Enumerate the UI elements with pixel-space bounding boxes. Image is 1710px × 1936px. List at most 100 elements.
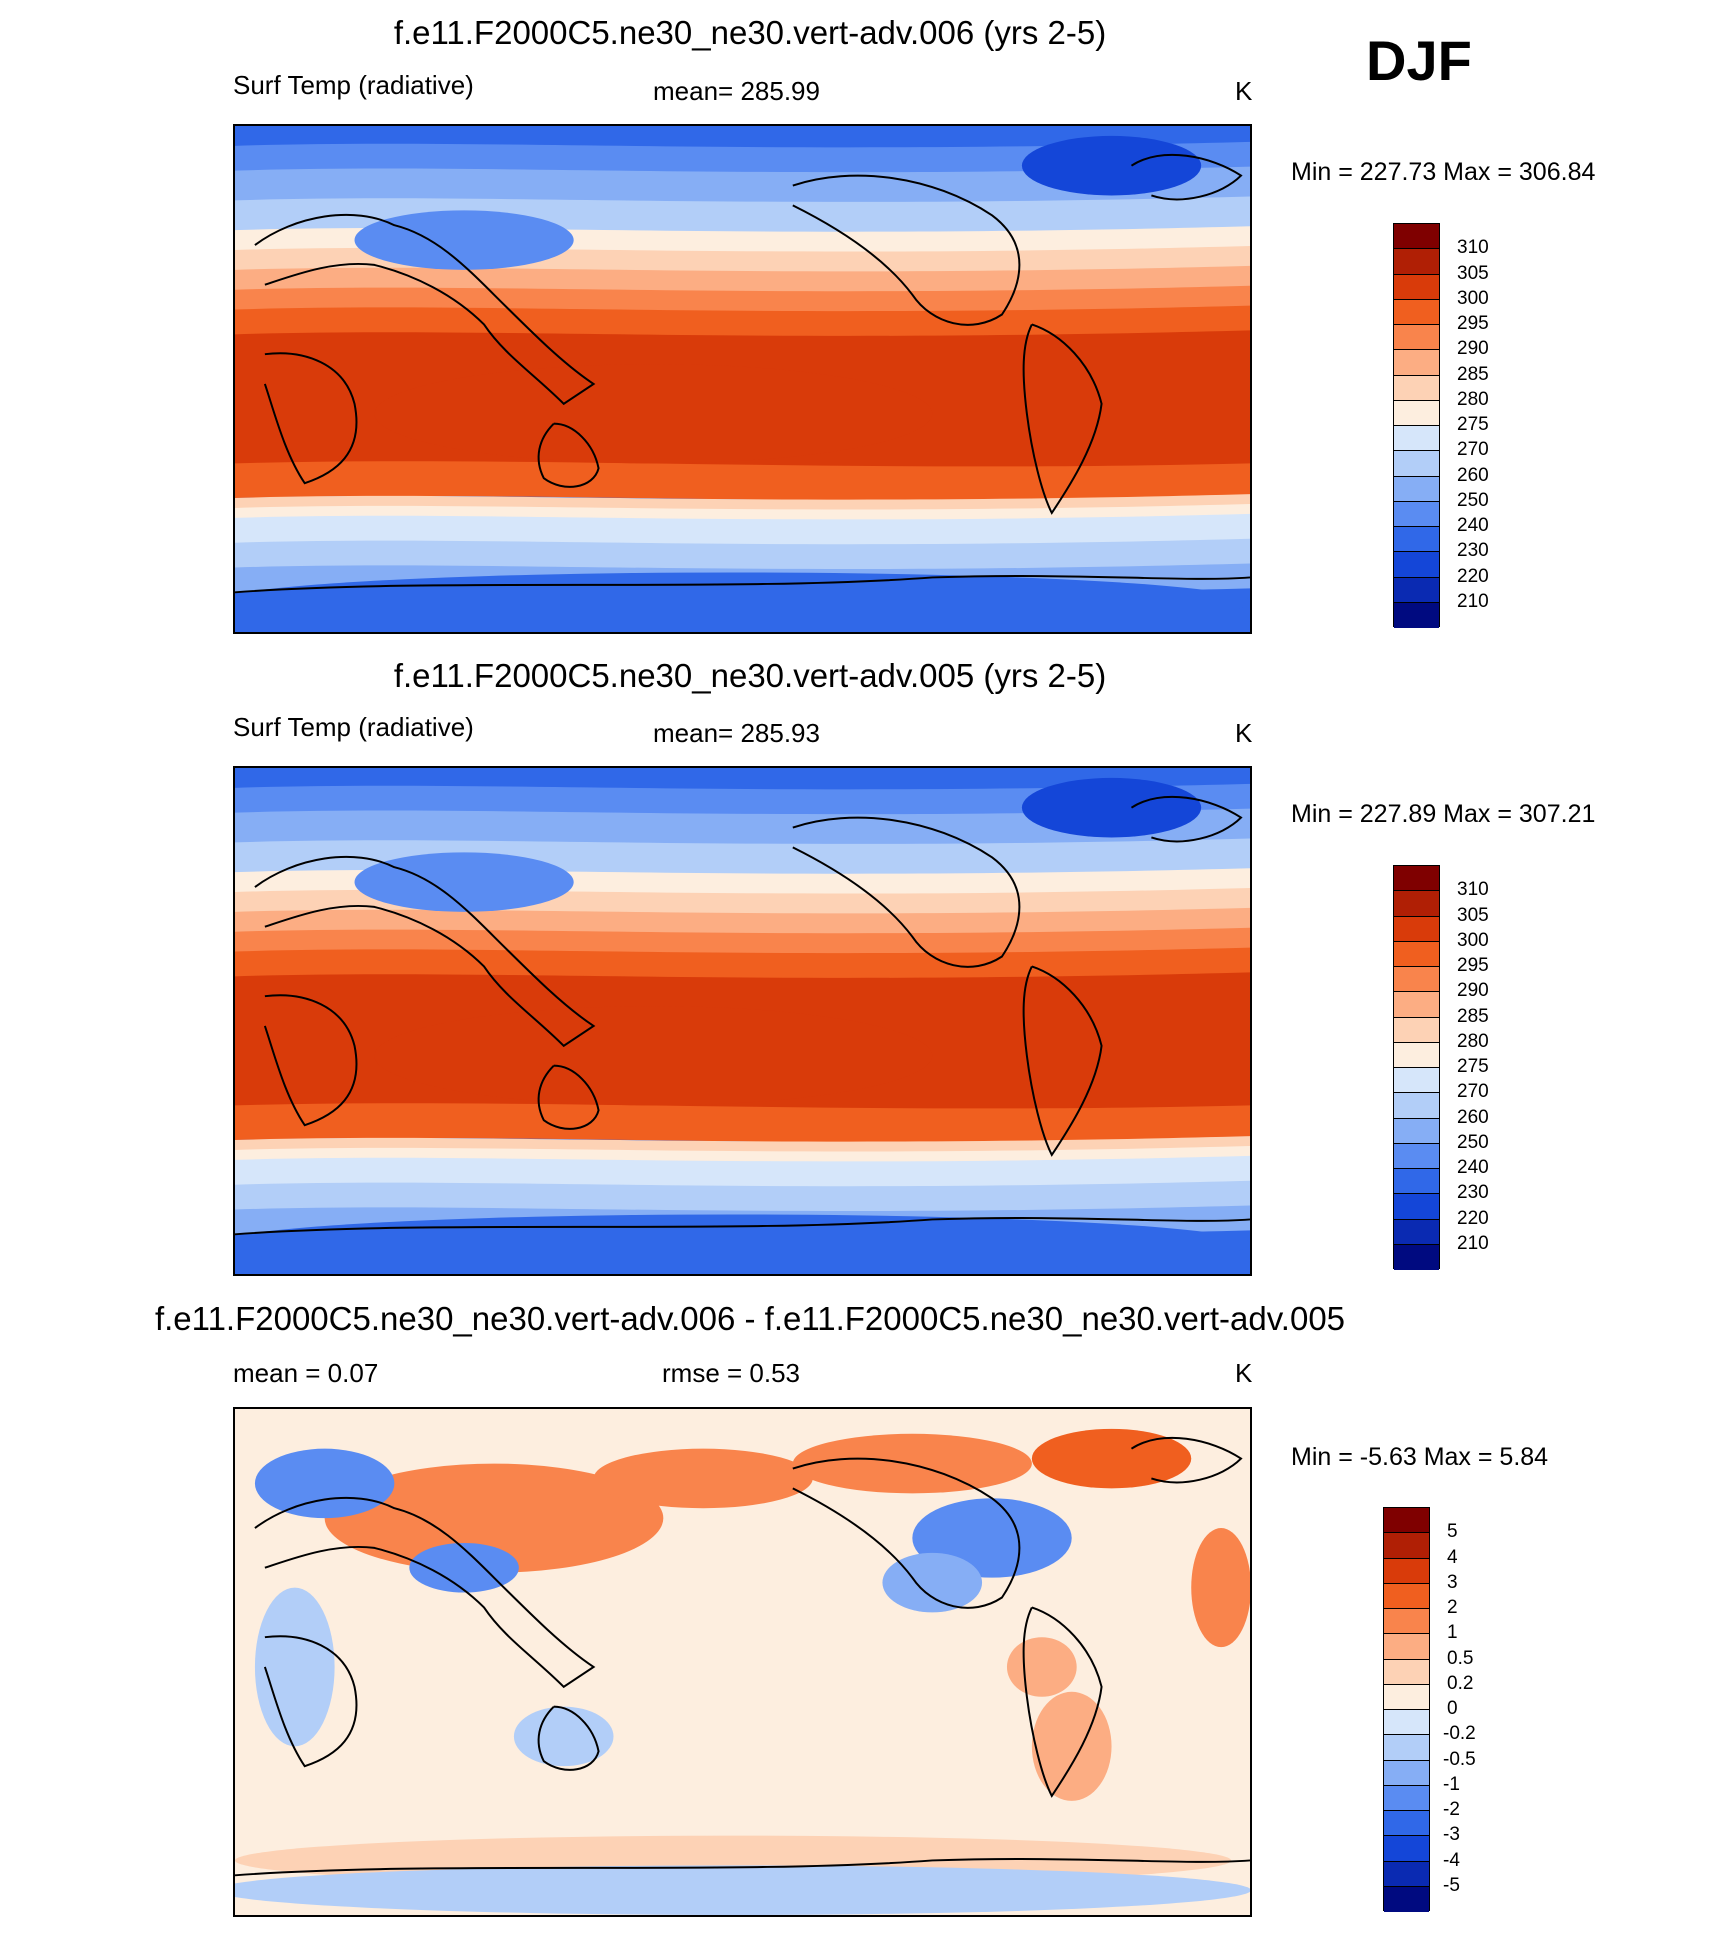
colorbar-swatch xyxy=(1384,1710,1429,1736)
colorbar-tick-label: 300 xyxy=(1457,287,1489,309)
anomaly-region xyxy=(593,1448,813,1509)
colorbar-tick-label: 295 xyxy=(1457,313,1489,334)
colorbar-swatch xyxy=(1394,426,1439,452)
anomaly-region xyxy=(324,1463,664,1573)
coastline xyxy=(1022,965,1103,1157)
panel-2-title: f.e11.F2000C5.ne30_ne30.vert-adv.005 (yr… xyxy=(393,657,1107,694)
colorbar-swatch xyxy=(1394,552,1439,578)
colorbar-tick-label: 260 xyxy=(1457,464,1489,486)
cold-region xyxy=(354,852,574,912)
colorbar-tick-label: 270 xyxy=(1457,1081,1489,1103)
colorbar-tick-label: 300 xyxy=(1457,929,1489,951)
anomaly-region xyxy=(254,1587,335,1747)
anomaly-region xyxy=(409,1542,519,1593)
anomaly-region xyxy=(513,1706,614,1767)
colorbar-swatch xyxy=(1384,1659,1429,1685)
colorbar-tick-label: 290 xyxy=(1457,338,1489,360)
colorbar-swatch xyxy=(1394,967,1439,993)
antarctic-region xyxy=(235,1214,1250,1274)
colorbar-swatch xyxy=(1394,602,1439,628)
colorbar-swatch xyxy=(1394,1042,1439,1068)
panel-1-variable-label: Surf Temp (radiative) xyxy=(233,70,474,100)
colorbar-swatch xyxy=(1394,866,1439,892)
colorbar-swatch xyxy=(1394,1068,1439,1094)
colorbar-swatch xyxy=(1394,224,1439,250)
colorbar-tick-label: 305 xyxy=(1457,262,1489,284)
colorbar-tick-label: 3 xyxy=(1447,1571,1458,1593)
panel-2-units-label: K xyxy=(1235,718,1253,748)
panel-3-rmse-label: rmse = 0.53 xyxy=(662,1358,801,1388)
colorbar-swatch xyxy=(1394,400,1439,426)
anomaly-region xyxy=(254,1448,395,1519)
colorbar-swatch xyxy=(1394,476,1439,502)
coastline xyxy=(792,816,1021,968)
colorbar-swatch xyxy=(1394,916,1439,942)
colorbar-tick-label: 5 xyxy=(1447,1521,1458,1543)
colorbar-swatch xyxy=(1384,1558,1429,1584)
season-label: DJF xyxy=(1366,29,1472,92)
colorbar-tick-label: 260 xyxy=(1457,1106,1489,1128)
colorbar-swatch xyxy=(1394,249,1439,275)
panel-1-map xyxy=(233,124,1252,634)
colorbar-tick-label: 310 xyxy=(1457,237,1489,259)
colorbar-swatch xyxy=(1394,1194,1439,1220)
coastline xyxy=(1022,323,1103,515)
colorbar-tick-label: 285 xyxy=(1457,363,1489,385)
colorbar-swatch xyxy=(1384,1886,1429,1912)
colorbar-tick-label: 280 xyxy=(1457,388,1489,410)
colorbar-tick-label: 0.2 xyxy=(1447,1672,1474,1694)
panel-3-map xyxy=(233,1407,1252,1917)
colorbar-tick-label: -3 xyxy=(1443,1824,1460,1846)
panel-2-minmax: Min = 227.89 Max = 307.21 xyxy=(1291,800,1596,828)
panel-3-map-svg xyxy=(235,1409,1250,1915)
coastline xyxy=(235,575,1250,594)
colorbar-swatch xyxy=(1384,1583,1429,1609)
colorbar-swatch xyxy=(1384,1533,1429,1559)
colorbar-tick-label: 275 xyxy=(1457,414,1489,435)
anomaly-region xyxy=(1031,1691,1112,1801)
colorbar-swatch xyxy=(1394,501,1439,527)
colorbar-swatch xyxy=(1394,375,1439,401)
colorbar-swatch xyxy=(1394,891,1439,917)
colorbar-tick-label: 240 xyxy=(1457,1157,1489,1178)
coastline xyxy=(1130,795,1243,843)
colorbar-tick-label: -5 xyxy=(1443,1874,1460,1896)
colorbar-tick-label: -0.5 xyxy=(1443,1748,1476,1770)
anomaly-region xyxy=(235,1865,1250,1915)
colorbar-swatch xyxy=(1384,1735,1429,1761)
colorbar-swatch xyxy=(1384,1684,1429,1710)
colorbar-tick-label: 210 xyxy=(1457,1232,1489,1254)
panel-2-colorbar xyxy=(1393,865,1440,1270)
coastline xyxy=(254,1496,596,1689)
colorbar-tick-label: 220 xyxy=(1457,1207,1489,1229)
coastline xyxy=(792,174,1021,326)
panel-3-colorbar xyxy=(1383,1507,1430,1912)
colorbar-tick-label: 230 xyxy=(1457,1182,1489,1204)
coastline xyxy=(537,422,600,488)
colorbar-swatch xyxy=(1384,1836,1429,1862)
colorbar-tick-label: 285 xyxy=(1457,1005,1489,1027)
colorbar-swatch xyxy=(1394,941,1439,967)
coastline xyxy=(792,1457,1021,1609)
coastline xyxy=(1022,1606,1103,1798)
colorbar-swatch xyxy=(1394,527,1439,553)
anomaly-region xyxy=(792,1433,1032,1494)
colorbar-tick-label: -2 xyxy=(1443,1799,1460,1820)
panel-2-map-svg xyxy=(235,768,1250,1274)
panel-1-title: f.e11.F2000C5.ne30_ne30.vert-adv.006 (yr… xyxy=(393,14,1107,51)
antarctic-region xyxy=(235,572,1250,632)
cold-region xyxy=(1021,135,1202,196)
panel-2-map xyxy=(233,766,1252,1276)
panel-2-variable-label: Surf Temp (radiative) xyxy=(233,712,474,742)
coastline xyxy=(235,1858,1250,1877)
colorbar-tick-label: 1 xyxy=(1447,1622,1458,1644)
colorbar-tick-label: -0.2 xyxy=(1443,1723,1476,1745)
coastline xyxy=(254,855,596,1048)
colorbar-tick-label: 275 xyxy=(1457,1056,1489,1077)
coastline xyxy=(263,994,358,1127)
cold-region xyxy=(354,210,574,270)
colorbar-tick-label: 290 xyxy=(1457,980,1489,1002)
colorbar-tick-label: -4 xyxy=(1443,1849,1460,1871)
colorbar-swatch xyxy=(1394,1093,1439,1119)
colorbar-swatch xyxy=(1384,1760,1429,1786)
